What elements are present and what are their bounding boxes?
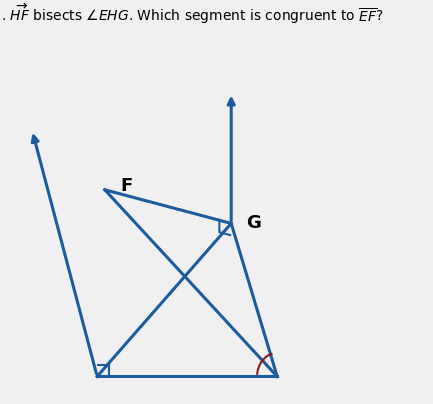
Text: G: G	[246, 215, 262, 232]
Text: F: F	[120, 177, 132, 195]
Text: . $\overrightarrow{HF}$ bisects $\angle EHG$. Which segment is congruent to $\ov: . $\overrightarrow{HF}$ bisects $\angle …	[1, 1, 384, 25]
